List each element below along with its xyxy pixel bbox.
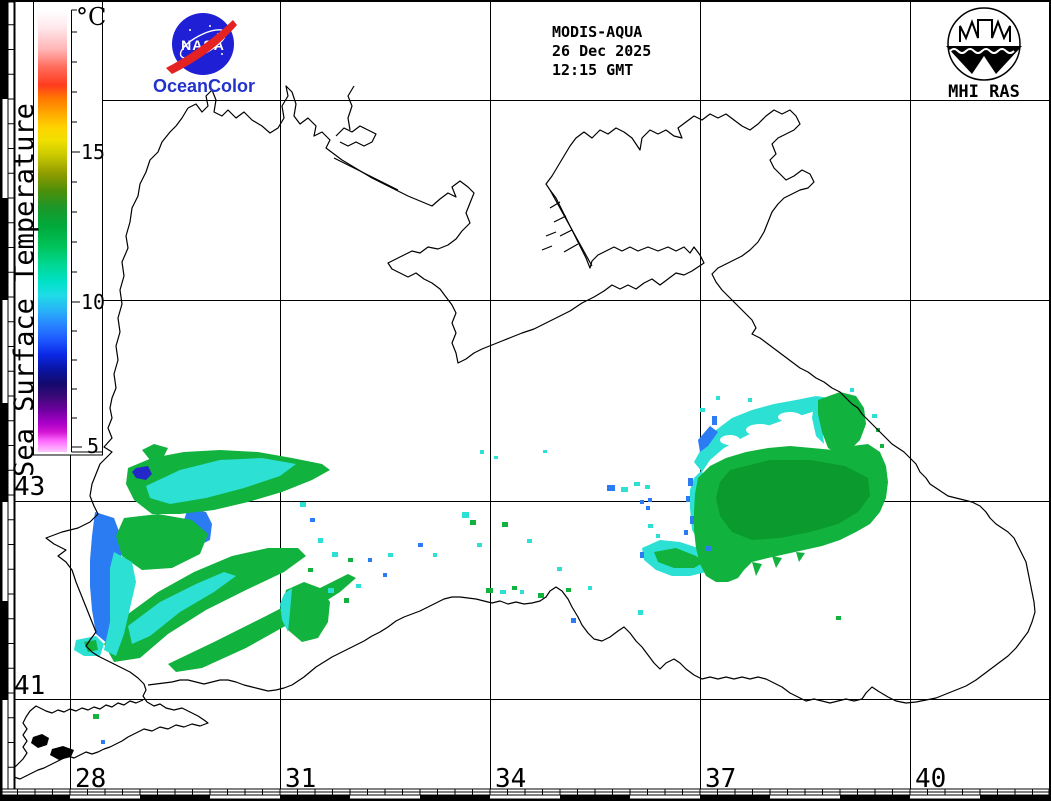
acquisition-info: MODIS-AQUA 26 Dec 2025 12:15 GMT [552, 23, 651, 79]
lon-label-34: 34 [495, 764, 526, 794]
colorbar-unit-label: °C [76, 3, 106, 31]
colorbar-gradient [38, 10, 67, 452]
lagoons-sivash [541, 201, 579, 253]
lon-label-28: 28 [75, 764, 106, 794]
coastline [0, 85, 1036, 781]
lat-label-43: 43 [14, 472, 45, 502]
mhi-logo-glyph [959, 19, 1011, 42]
coastline-marmara-west [0, 699, 144, 771]
spit-tendra [333, 157, 399, 191]
mhi-logo-waves [949, 48, 1015, 54]
mhi-ras-label: MHI RAS [948, 82, 1020, 102]
acquisition-date: 26 Dec 2025 [552, 42, 651, 60]
graticule-grid [15, 2, 1049, 789]
coastline-north-east-south [147, 85, 1036, 704]
sst-east-blue-accents [640, 416, 718, 558]
marmara-islands [31, 734, 74, 760]
nasa-oceancolor-logo: NASA OceanColor [153, 13, 255, 96]
colorbar: °C 15 10 5 Sea Surface Temperature [9, 0, 106, 477]
oceancolor-wordmark: OceanColor [153, 76, 255, 96]
mhi-logo-circle [947, 7, 1021, 81]
lon-label-31: 31 [285, 764, 316, 794]
sst-scatter-blue [101, 485, 652, 744]
graticule-labels: 43 41 28 31 34 37 40 [14, 472, 946, 794]
colorbar-tick-10: 10 [81, 290, 105, 314]
nasa-logo-swoosh [166, 20, 237, 74]
colorbar-tick-15: 15 [81, 140, 105, 164]
mhi-ras-logo: MHI RAS [946, 7, 1022, 102]
lon-label-40: 40 [915, 764, 946, 794]
sst-scatter-cyan [300, 388, 877, 615]
sst-east-dark-green-core [716, 460, 870, 540]
colorbar-title: Sea Surface Temperature [9, 103, 40, 477]
coastline-marmara-south [1, 701, 209, 781]
river-dnieper [347, 85, 355, 131]
lat-label-41: 41 [14, 671, 45, 701]
colorbar-tick-5: 5 [87, 434, 99, 458]
acquisition-time: 12:15 GMT [552, 61, 633, 79]
sensor-name: MODIS-AQUA [552, 23, 642, 41]
sst-west-darkblue-dot [132, 466, 152, 480]
sst-data-patches [74, 388, 888, 744]
sst-east-cyan-holes [720, 412, 802, 445]
colorbar-axis [71, 9, 102, 453]
estuary-dnieper [335, 125, 377, 147]
coastline-west [45, 107, 189, 703]
sst-west-cyan [74, 458, 296, 656]
spit-arabat [549, 189, 593, 267]
lon-label-37: 37 [705, 764, 736, 794]
